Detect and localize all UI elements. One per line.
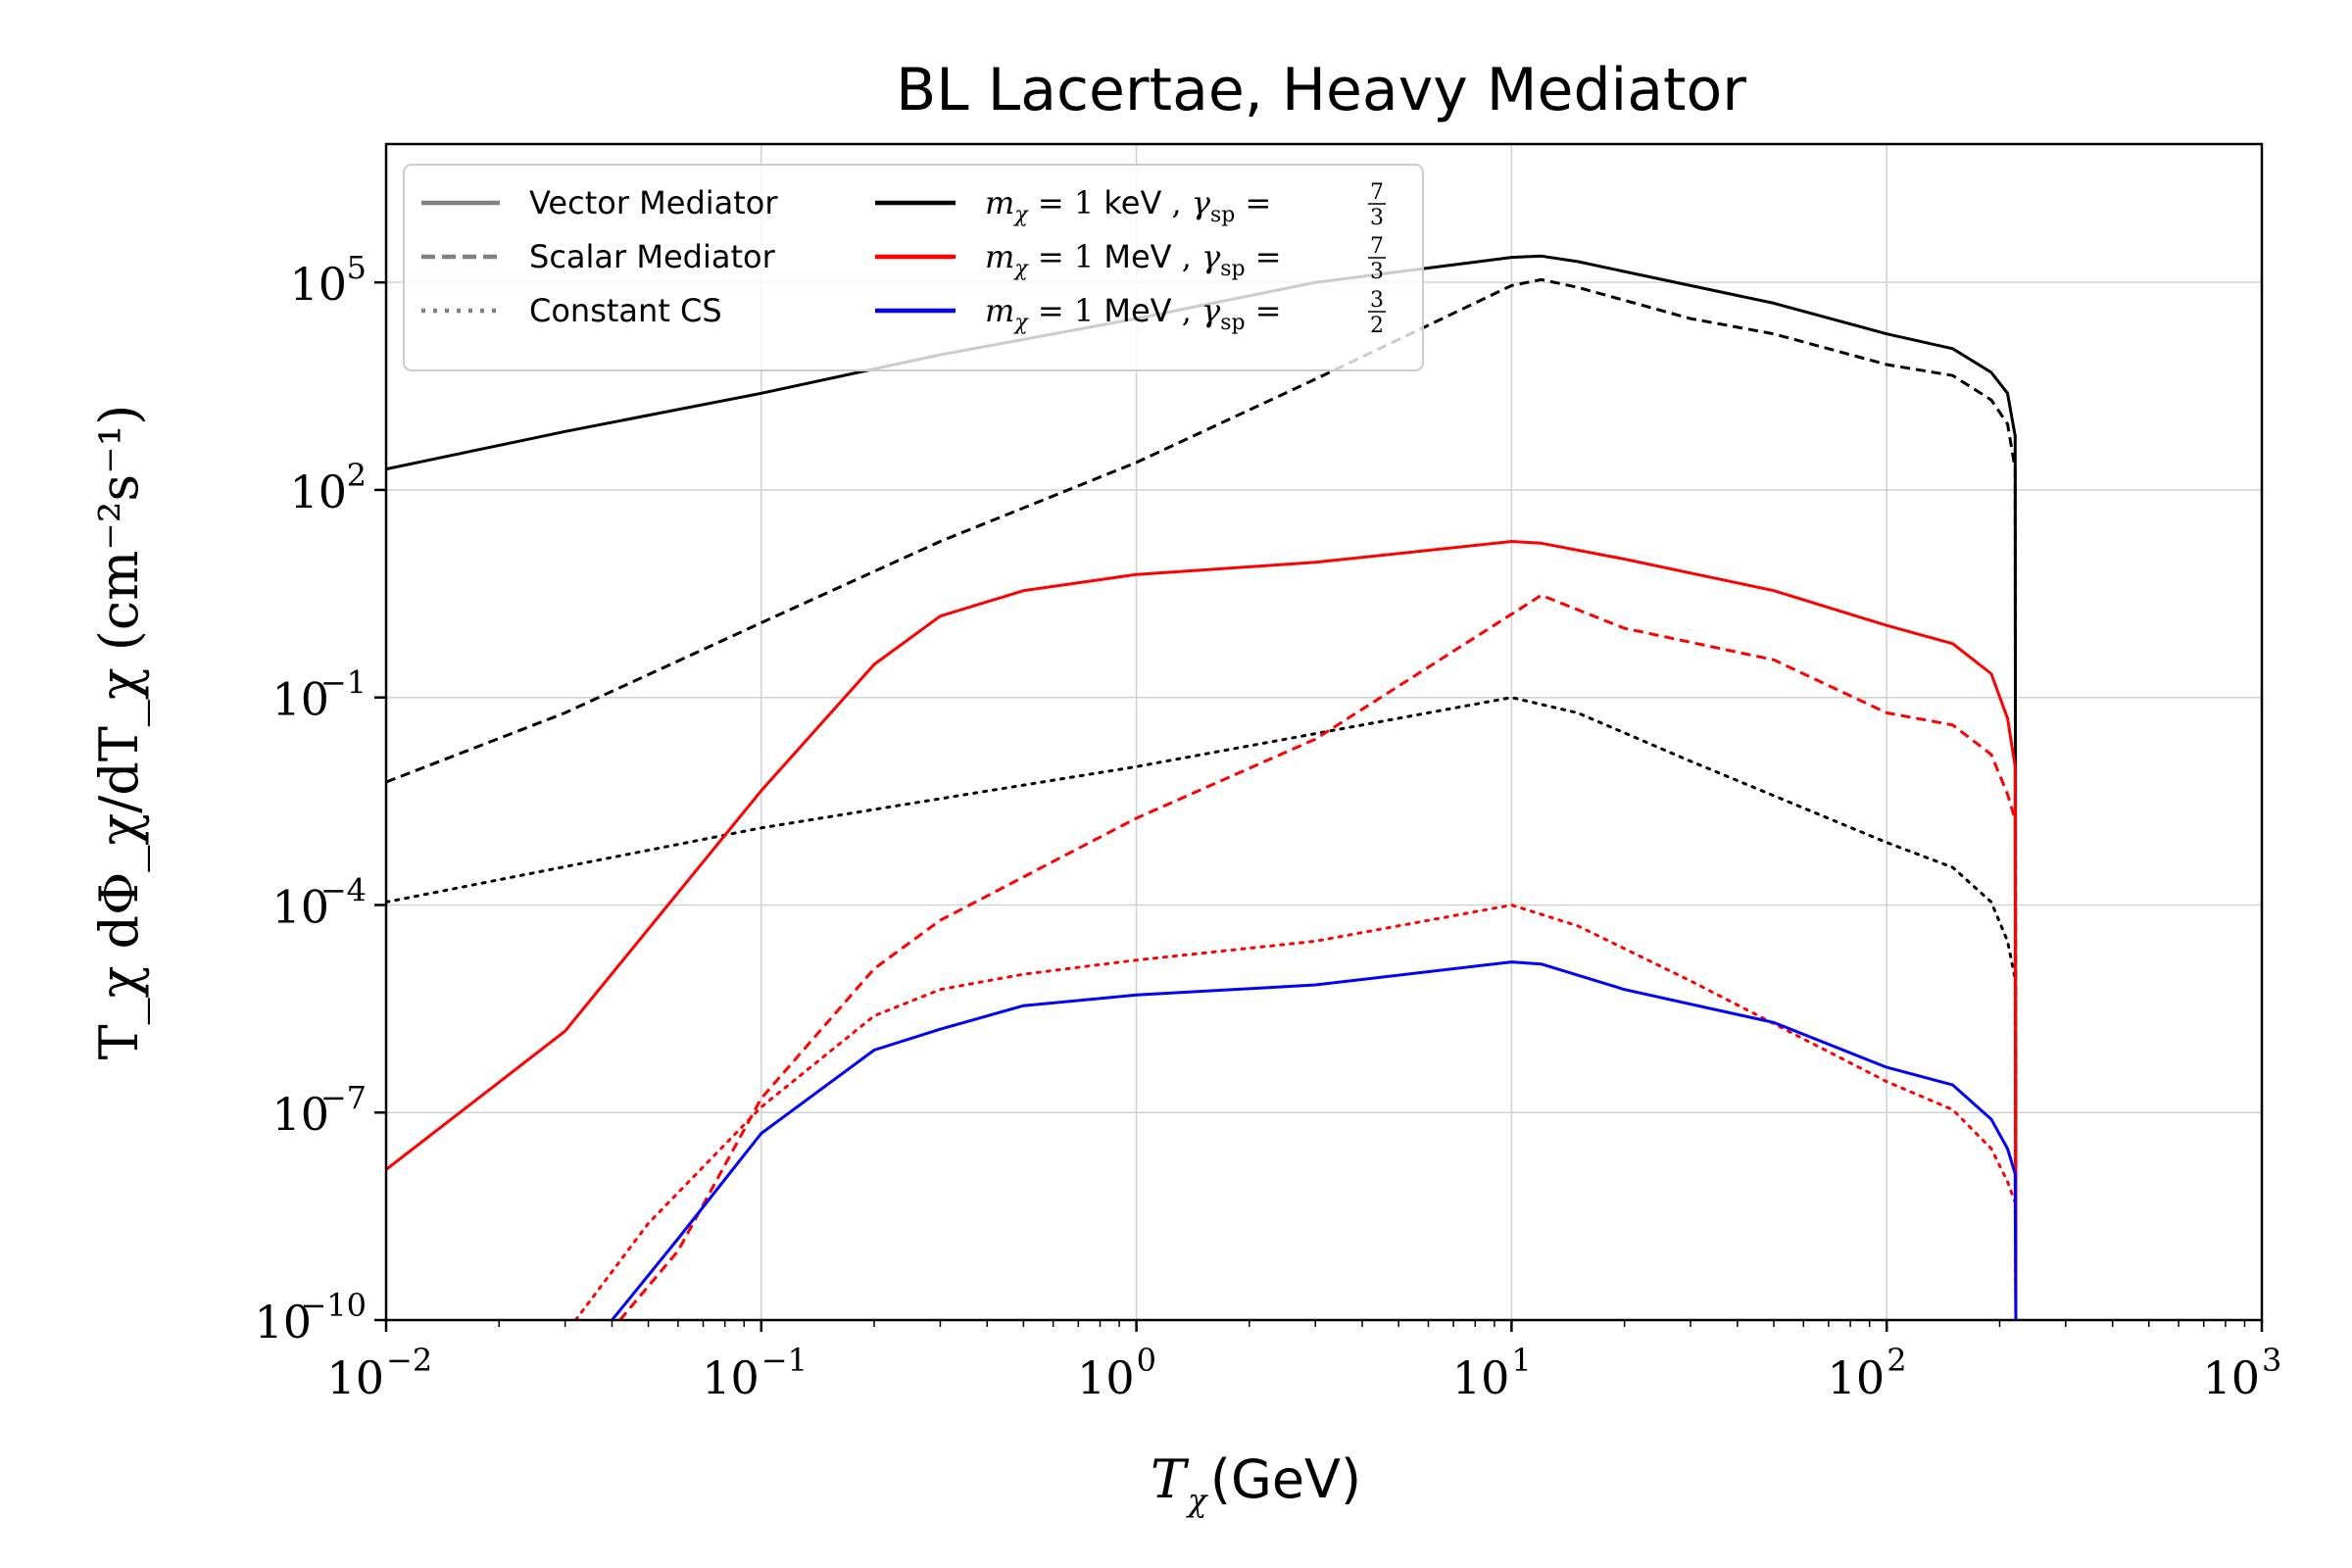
- legend: Vector Mediator Scalar Mediator Constant C…: [403, 164, 1424, 371]
- y-tick-exponent: −1: [320, 664, 367, 702]
- x-tick-base: 10: [702, 1351, 760, 1404]
- legend-style-entry: Constant CS: [421, 292, 722, 329]
- y-tick-exponent: −4: [320, 871, 367, 908]
- legend-mass-entry: mχ = 1 keV , γsp = 73: [875, 180, 1386, 230]
- x-axis-label-unit: (GeV): [1210, 1448, 1361, 1510]
- fraction-numerator: 7: [1370, 234, 1384, 259]
- legend-mass-label: mχ = 1 MeV , γsp =: [985, 292, 1282, 335]
- series-line: [386, 277, 2018, 1320]
- series-line: [386, 540, 2018, 1320]
- x-tick-base: 10: [1828, 1351, 1886, 1404]
- chart-title: BL Lacertae, Heavy Mediator: [896, 56, 1746, 124]
- y-tick-label: −410: [271, 871, 367, 933]
- fraction-denominator: 3: [1370, 260, 1384, 284]
- x-axis-label-symbol: T: [1151, 1448, 1190, 1510]
- y-tick-base: 10: [271, 880, 329, 933]
- legend-gamma-fraction: 32: [1368, 288, 1386, 338]
- x-tick-label: 10 1: [1452, 1342, 1532, 1404]
- x-tick-exponent: −1: [761, 1342, 808, 1379]
- y-tick-base: 10: [271, 1088, 329, 1141]
- x-tick-exponent: −2: [386, 1342, 432, 1379]
- series-line: [573, 904, 2018, 1320]
- series-line: [386, 696, 2018, 1320]
- x-tick-label: 10 3: [2202, 1342, 2281, 1404]
- fraction-numerator: 7: [1370, 180, 1384, 205]
- y-axis-label: T_χ dΦ_χ/dT_χ (cm⁻²s⁻¹): [88, 405, 150, 1060]
- y-tick-exponent: 2: [347, 457, 367, 494]
- x-tick-base: 10: [1452, 1351, 1510, 1404]
- legend-gamma-fraction: 73: [1368, 180, 1386, 230]
- y-axis-label-text: T_χ dΦ_χ/dT_χ (cm⁻²s⁻¹): [88, 405, 150, 1060]
- x-tick-exponent: 2: [1886, 1342, 1906, 1379]
- plot-frame: [384, 142, 2264, 1322]
- x-tick-label: 10 2: [1828, 1342, 1907, 1404]
- x-tick-exponent: 0: [1137, 1342, 1156, 1379]
- series-layer: [386, 254, 2018, 1320]
- y-tick-exponent: −10: [300, 1287, 367, 1324]
- legend-box: [403, 164, 1424, 371]
- y-tick-base: 10: [289, 258, 347, 311]
- y-tick-label: 510: [289, 249, 367, 311]
- x-tick-label: 10 −1: [702, 1342, 808, 1404]
- series-line: [618, 593, 2018, 1320]
- legend-mass-label: mχ = 1 MeV , γsp =: [985, 238, 1282, 281]
- x-tick-base: 10: [1077, 1351, 1135, 1404]
- x-tick-exponent: 1: [1511, 1342, 1531, 1379]
- x-tick-base: 10: [326, 1351, 384, 1404]
- legend-mass-entry: mχ = 1 MeV , γsp = 73: [875, 234, 1386, 284]
- legend-line-styles: Vector Mediator Scalar Mediator Constant C…: [421, 184, 778, 329]
- x-tick-label: 10 0: [1077, 1342, 1156, 1404]
- y-tick-exponent: 5: [347, 249, 367, 286]
- legend-style-label: Vector Mediator: [529, 184, 778, 221]
- legend-mass-label: mχ = 1 keV , γsp =: [985, 184, 1271, 227]
- x-tick-base: 10: [2202, 1351, 2260, 1404]
- series-line: [386, 254, 2018, 1320]
- y-tick-label: −110: [271, 664, 367, 726]
- fraction-denominator: 2: [1370, 314, 1384, 338]
- legend-style-label: Scalar Mediator: [529, 238, 776, 275]
- y-tick-label: 210: [289, 457, 367, 518]
- legend-gamma-fraction: 73: [1368, 234, 1386, 284]
- legend-mass-entry: mχ = 1 MeV , γsp = 32: [875, 288, 1386, 338]
- x-axis-label: T χ (GeV): [1151, 1448, 1361, 1519]
- legend-style-entry: Scalar Mediator: [421, 238, 776, 275]
- y-tick-label: −710: [271, 1079, 367, 1141]
- y-tick-base: 10: [271, 673, 329, 726]
- x-axis-ticks: 10 −2 10 −1 10 0 10 1 10 2 10 3: [326, 1320, 2281, 1404]
- y-tick-base: 10: [289, 466, 347, 518]
- x-axis-label-sub: χ: [1186, 1482, 1208, 1519]
- legend-style-entry: Vector Mediator: [421, 184, 778, 221]
- legend-style-label: Constant CS: [529, 292, 722, 329]
- series-line: [611, 960, 2018, 1320]
- fraction-numerator: 3: [1370, 288, 1384, 313]
- x-tick-label: 10 −2: [326, 1342, 432, 1404]
- fraction-denominator: 3: [1370, 206, 1384, 230]
- y-tick-exponent: −7: [320, 1079, 367, 1116]
- x-tick-exponent: 3: [2262, 1342, 2281, 1379]
- y-tick-base: 10: [254, 1296, 312, 1348]
